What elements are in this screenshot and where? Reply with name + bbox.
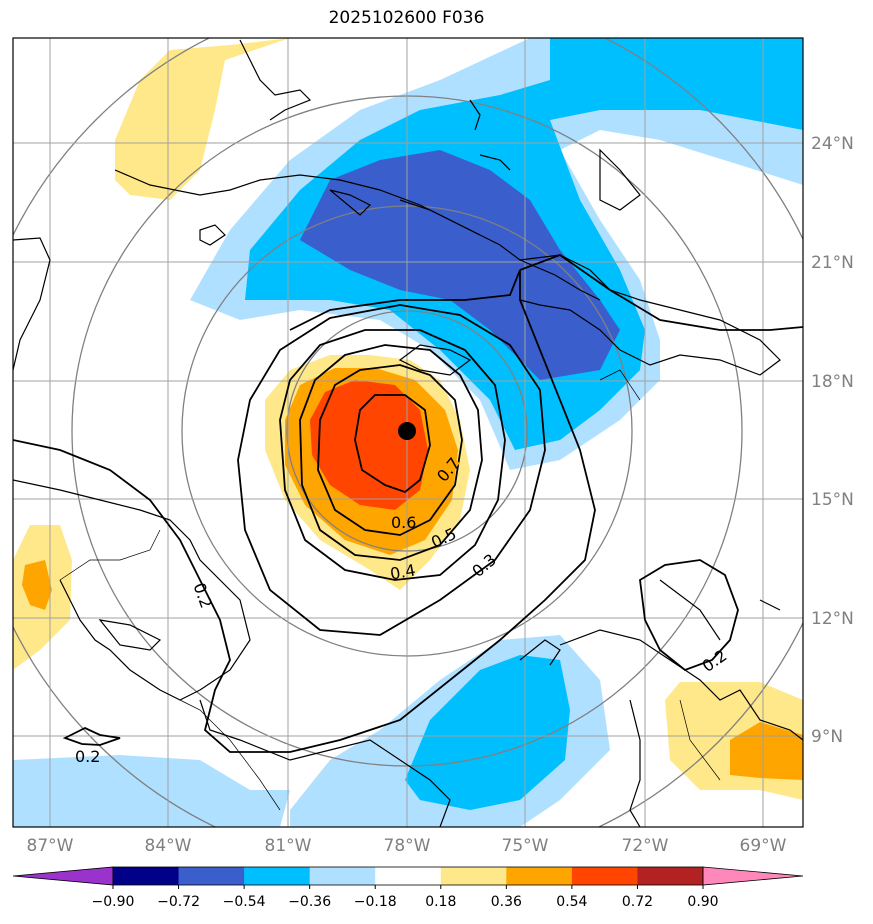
borders [59,369,721,811]
colorbar: −0.90 −0.72 −0.54 −0.36 −0.18 0.18 0.36 0.54 0.7… [12,866,804,910]
colorbar-bin [309,867,376,885]
latitude-labels: 24°N 21°N 18°N 15°N 12°N 9°N [811,134,854,747]
lat-label: 21°N [811,253,854,273]
map-frame [12,37,804,828]
colorbar-tick-label: 0.54 [556,894,587,910]
colorbar-frame [112,866,704,886]
colorbar-tick-label: 0.90 [687,894,718,910]
colorbar-bin [375,867,442,885]
lat-label: 9°N [811,727,843,747]
colorbar-tick-label: 0.18 [425,894,456,910]
lon-label: 69°W [740,836,787,856]
colorbar-tick-label: −0.54 [223,894,266,910]
lon-label: 78°W [384,836,431,856]
contour-label: 0.2 [75,747,100,766]
lon-label: 72°W [622,836,669,856]
colorbar-bin [506,867,573,885]
lon-label: 75°W [502,836,549,856]
longitude-labels: 87°W 84°W 81°W 78°W 75°W 72°W 69°W [27,836,787,856]
colorbar-tick-label: −0.18 [354,894,397,910]
colorbar-bin [178,867,245,885]
storm-center-marker [398,422,416,440]
colorbar-extend-low [12,866,114,886]
graticule [13,38,803,827]
contour-label: 0.6 [391,513,416,532]
map-title: 2025102600 F036 [328,8,485,28]
colorbar-tick-label: −0.90 [92,894,135,910]
colorbar-bin [244,867,311,885]
lat-label: 24°N [811,134,854,154]
colorbar-tick-label: −0.72 [157,894,200,910]
negative-shading [13,38,803,827]
map-area: 0.7 0.6 0.5 0.4 0.3 0.2 0.2 0.2 [13,38,803,827]
colorbar-bin [571,867,638,885]
contour-label-group: 0.7 0.6 0.5 0.4 0.3 0.2 0.2 0.2 [75,448,730,766]
colorbar-tick-label: 0.36 [491,894,522,910]
colorbar-tick-label: −0.36 [288,894,331,910]
lat-label: 15°N [811,490,854,510]
colorbar-extend-high [702,866,804,886]
contour-label: 0.4 [389,560,417,583]
lon-label: 81°W [265,836,312,856]
lat-label: 18°N [811,372,854,392]
contour-lines [13,253,803,753]
colorbar-bin [113,867,180,885]
lon-label: 87°W [27,836,74,856]
colorbar-bin [637,867,704,885]
colorbar-tick-label: 0.72 [622,894,653,910]
lon-label: 84°W [145,836,192,856]
colorbar-bin [440,867,507,885]
lat-label: 12°N [811,609,854,629]
